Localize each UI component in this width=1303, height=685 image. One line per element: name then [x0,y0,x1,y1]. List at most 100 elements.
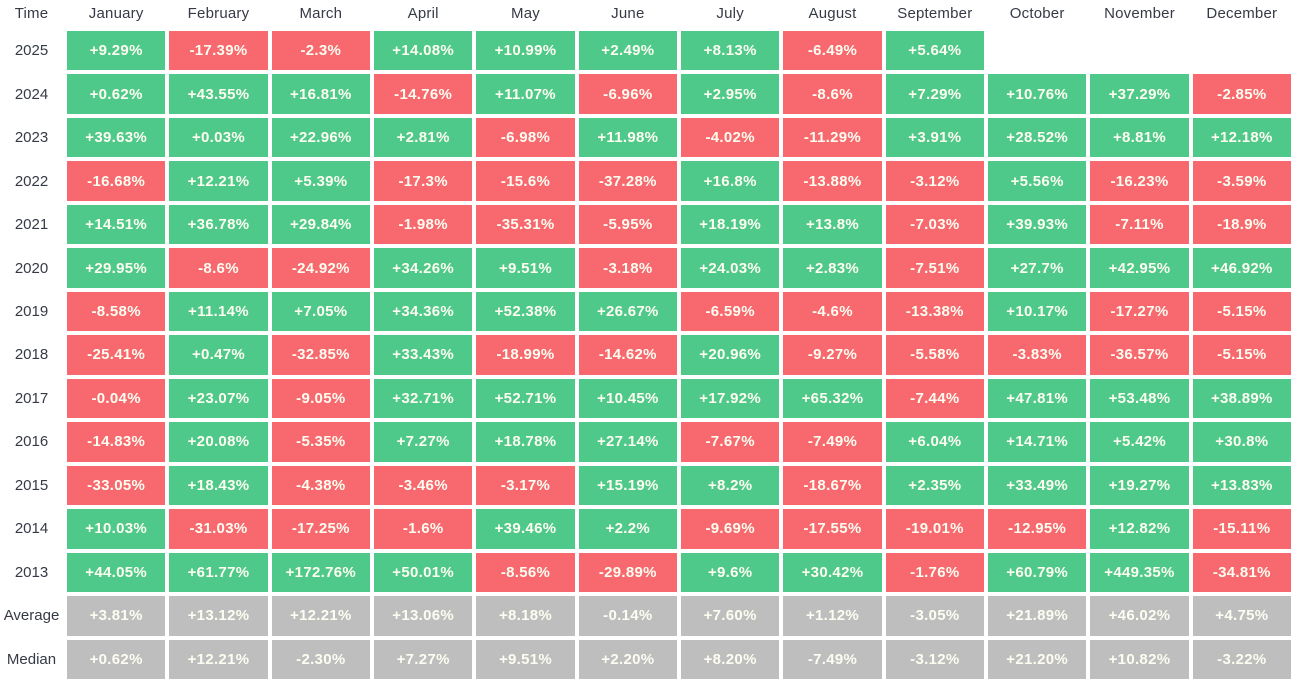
return-cell: -31.03% [169,509,268,549]
return-cell: -2.30% [271,639,370,679]
return-cell: -9.69% [681,509,780,549]
return-cell: -16.23% [1090,161,1189,201]
return-cell: +8.2% [681,465,780,506]
return-cell: +18.78% [476,422,575,462]
month-header-december: December [1192,0,1291,27]
month-header-august: August [783,0,882,27]
return-cell: +61.77% [169,552,268,593]
return-cell: +21.89% [988,596,1087,636]
return-cell: +2.83% [783,248,882,288]
return-cell: -17.27% [1090,291,1189,332]
return-cell: +3.81% [67,596,166,636]
return-cell: -4.02% [681,117,780,158]
return-cell: -5.35% [271,422,370,462]
return-cell: -7.49% [783,422,882,462]
return-cell: -3.83% [988,335,1087,375]
return-cell: +52.38% [476,291,575,332]
return-cell: -17.25% [271,509,370,549]
return-cell: -1.98% [374,204,473,245]
return-cell: +11.98% [578,117,677,158]
return-cell: -13.38% [885,291,984,332]
return-cell: +18.43% [169,465,268,506]
month-header-september: September [885,0,984,27]
return-cell: -29.89% [578,552,677,593]
return-cell: -4.38% [271,465,370,506]
row-label-2022: 2022 [0,161,63,201]
return-cell: +28.52% [988,117,1087,158]
return-cell: -33.05% [67,465,166,506]
return-cell: -3.46% [374,465,473,506]
return-cell: +16.8% [681,161,780,201]
return-cell: -17.3% [374,161,473,201]
return-cell: +449.35% [1090,552,1189,593]
return-cell: -8.6% [783,74,882,114]
return-cell: +1.12% [783,596,882,636]
return-cell: -2.3% [271,31,370,71]
return-cell: +43.55% [169,74,268,114]
return-cell: +14.51% [67,204,166,245]
month-header-may: May [476,0,575,27]
return-cell: +12.21% [169,161,268,201]
return-cell: -3.59% [1192,161,1291,201]
return-cell: +39.46% [476,509,575,549]
return-cell: +12.18% [1192,117,1291,158]
row-label-2020: 2020 [0,248,63,288]
return-cell: +9.51% [476,639,575,679]
return-cell: +17.92% [681,378,780,419]
return-cell: -7.03% [885,204,984,245]
return-cell: -34.81% [1192,552,1291,593]
time-column-header: Time [0,0,63,27]
return-cell: +29.95% [67,248,166,288]
return-cell: +12.21% [169,639,268,679]
row-label-2024: 2024 [0,74,63,114]
return-cell: +13.06% [374,596,473,636]
return-cell: +27.14% [578,422,677,462]
return-cell: -6.59% [681,291,780,332]
return-cell: +22.96% [271,117,370,158]
return-cell: +20.08% [169,422,268,462]
return-cell: +10.76% [988,74,1087,114]
return-cell: +39.93% [988,204,1087,245]
return-cell: -25.41% [67,335,166,375]
return-cell [1192,31,1291,71]
return-cell: -36.57% [1090,335,1189,375]
row-label-2021: 2021 [0,204,63,245]
return-cell: +6.04% [885,422,984,462]
return-cell: +0.62% [67,74,166,114]
month-header-october: October [988,0,1087,27]
return-cell: +2.49% [578,31,677,71]
month-header-january: January [67,0,166,27]
row-label-median: Median [0,639,63,679]
return-cell: +2.2% [578,509,677,549]
return-cell: +50.01% [374,552,473,593]
return-cell: +52.71% [476,378,575,419]
return-cell: -17.39% [169,31,268,71]
return-cell: +34.36% [374,291,473,332]
return-cell: +2.81% [374,117,473,158]
return-cell: -5.15% [1192,291,1291,332]
return-cell: +27.7% [988,248,1087,288]
return-cell: +11.14% [169,291,268,332]
month-header-june: June [578,0,677,27]
return-cell: +33.49% [988,465,1087,506]
return-cell: +14.71% [988,422,1087,462]
return-cell: -0.04% [67,378,166,419]
row-label-2013: 2013 [0,552,63,593]
return-cell [988,31,1087,71]
return-cell: +26.67% [578,291,677,332]
return-cell: -2.85% [1192,74,1291,114]
return-cell: -3.12% [885,639,984,679]
return-cell: -7.49% [783,639,882,679]
return-cell: +10.17% [988,291,1087,332]
return-cell: -37.28% [578,161,677,201]
month-header-july: July [681,0,780,27]
return-cell: +9.51% [476,248,575,288]
return-cell: -7.44% [885,378,984,419]
return-cell: -5.15% [1192,335,1291,375]
return-cell: +5.56% [988,161,1087,201]
return-cell: +9.6% [681,552,780,593]
row-label-2015: 2015 [0,465,63,506]
return-cell: +36.78% [169,204,268,245]
return-cell: +42.95% [1090,248,1189,288]
